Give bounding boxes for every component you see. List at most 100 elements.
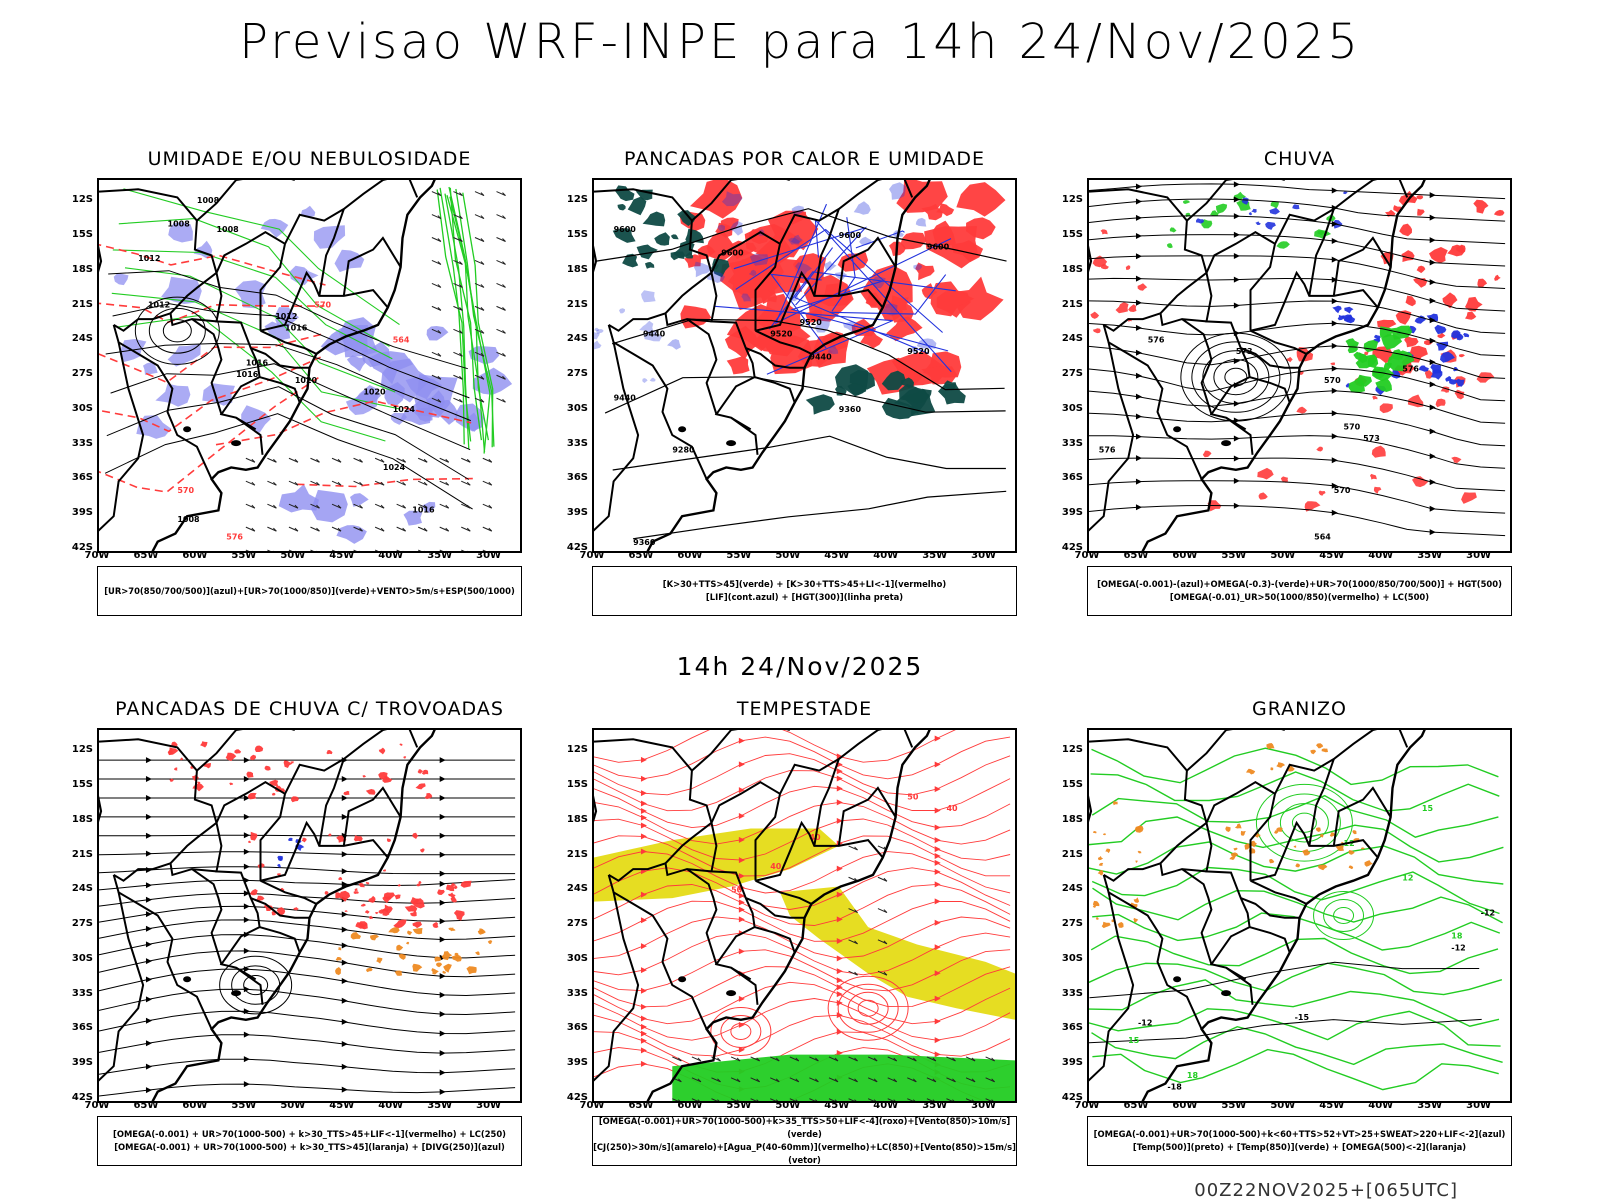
field-patch xyxy=(155,383,191,407)
border-line xyxy=(1089,188,1254,455)
field-patch xyxy=(426,326,449,341)
wind-vector xyxy=(848,908,858,914)
field-patch xyxy=(741,293,751,302)
border-line xyxy=(250,347,310,369)
streamline-arrow xyxy=(145,1087,152,1094)
latitude-tick-label: 15S xyxy=(1061,778,1083,790)
field-patch xyxy=(1304,501,1321,512)
contour-line xyxy=(1091,794,1499,838)
field-patch xyxy=(1456,378,1465,387)
latitude-tick-label: 30S xyxy=(566,952,588,964)
latitude-tick-label: 12S xyxy=(1061,744,1083,756)
lagoon-marker xyxy=(726,440,737,447)
wind-vector-head xyxy=(437,215,442,219)
field-patch xyxy=(733,259,773,289)
wind-vector xyxy=(985,1056,995,1062)
field-patch xyxy=(594,332,600,340)
streamline-arrow xyxy=(640,943,647,950)
wind-vector xyxy=(453,397,463,403)
field-patch xyxy=(1234,823,1242,829)
field-patch xyxy=(412,963,423,972)
border-line xyxy=(1332,786,1392,847)
wind-vector xyxy=(310,503,320,509)
field-patch xyxy=(1249,840,1257,848)
field-patch xyxy=(448,892,456,898)
field-patch xyxy=(422,501,436,513)
field-patch xyxy=(1202,450,1212,458)
field-patch xyxy=(1229,856,1236,860)
wind-vector xyxy=(965,1098,973,1101)
field-patch xyxy=(1103,833,1106,836)
border-line xyxy=(1103,861,1207,882)
wind-vector-head xyxy=(502,329,506,334)
streamline xyxy=(1089,504,1506,537)
wind-vector-head xyxy=(480,375,485,380)
wind-vector-head xyxy=(459,329,463,334)
field-patch xyxy=(805,394,835,415)
border-line xyxy=(754,730,914,881)
panel-title: CHUVA xyxy=(1263,148,1336,170)
wind-vector-head xyxy=(971,1057,976,1062)
wind-vector xyxy=(331,503,342,509)
field-patch xyxy=(1240,830,1246,836)
border-line xyxy=(745,897,805,919)
border-line xyxy=(259,376,301,403)
field-patch xyxy=(324,891,329,895)
wind-vector-head xyxy=(873,1078,878,1083)
streamline-arrow xyxy=(1331,509,1338,516)
wind-vector xyxy=(431,397,442,403)
wind-vector-head xyxy=(697,1099,700,1101)
wind-vector-head xyxy=(775,1078,780,1083)
streamline-arrow xyxy=(738,812,745,819)
field-patch xyxy=(930,281,975,317)
wind-vector-head xyxy=(677,1057,682,1062)
longitude-tick-label: 70W xyxy=(84,550,110,561)
lagoon-marker xyxy=(1221,990,1232,997)
streamline-arrow xyxy=(738,892,745,899)
field-patch xyxy=(394,894,401,900)
field-patch xyxy=(311,489,348,523)
streamline-arrow xyxy=(243,1031,250,1038)
field-patch xyxy=(1320,834,1324,838)
field-patch xyxy=(1418,365,1429,372)
field-patch xyxy=(288,837,293,841)
streamline-arrow xyxy=(439,1050,446,1057)
streamline-arrow xyxy=(738,1046,745,1053)
field-patch xyxy=(399,743,403,746)
wind-vector-head xyxy=(459,215,463,219)
border-line xyxy=(191,318,223,415)
longitude-tick-label: 45W xyxy=(329,1100,355,1111)
field-patch xyxy=(680,305,712,329)
streamline-arrow xyxy=(1331,342,1338,349)
border-line xyxy=(1250,879,1307,905)
wind-vector-head xyxy=(912,1099,916,1101)
field-patch xyxy=(290,761,294,764)
contour-line xyxy=(1090,771,1500,812)
field-patch xyxy=(410,910,417,917)
contour-label: 12 xyxy=(1402,874,1413,883)
contour-label: 40 xyxy=(770,862,782,871)
longitude-tick-label: 55W xyxy=(231,550,257,561)
longitude-tick-label: 70W xyxy=(84,1100,110,1111)
legend-line: [OMEGA(-0.001)+UR>70(1000-500)+k<60+TTS>… xyxy=(1093,1129,1506,1139)
field-patch xyxy=(915,217,927,227)
wind-vector-head xyxy=(912,1057,917,1062)
wind-vector-head xyxy=(854,971,858,976)
field-patch xyxy=(450,896,457,903)
map-panel-pancadas_trovoadas: PANCADAS DE CHUVA C/ TROVOADAS 12S 15S 18S 2… xyxy=(72,698,522,1166)
wind-vector xyxy=(496,260,506,265)
wind-vector-head xyxy=(294,527,299,532)
longitude-tick-label: 40W xyxy=(378,1100,404,1111)
border-line xyxy=(1102,324,1203,480)
wind-vector-head xyxy=(445,504,450,509)
streamline-arrow xyxy=(738,872,745,879)
field-patch xyxy=(1185,212,1191,218)
wind-vector xyxy=(267,503,277,509)
streamline-arrow xyxy=(1429,214,1436,221)
contour-label: 9600 xyxy=(839,231,862,240)
contour-label: 9600 xyxy=(721,248,744,257)
field-layer: 9600 9600 9600 9600 9520 9520 9520 9440 9440 9440… xyxy=(594,180,1007,547)
wind-vector-head xyxy=(466,527,471,532)
wind-vector xyxy=(789,1098,797,1101)
streamline-arrow xyxy=(1233,502,1240,509)
